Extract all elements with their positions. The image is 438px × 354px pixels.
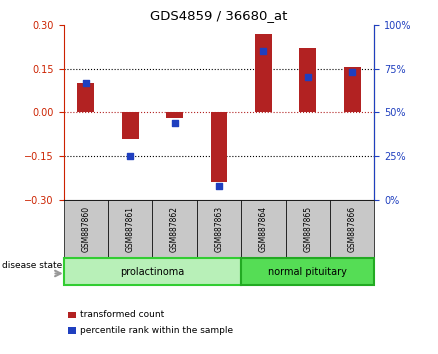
Bar — [344, 67, 361, 113]
Text: GSM887866: GSM887866 — [348, 206, 357, 252]
Text: disease state: disease state — [2, 261, 63, 270]
Text: GSM887861: GSM887861 — [126, 206, 134, 252]
Text: GSM887865: GSM887865 — [304, 206, 312, 252]
Bar — [77, 83, 94, 113]
Point — [127, 153, 134, 159]
Point — [304, 75, 311, 80]
Text: normal pituitary: normal pituitary — [268, 267, 347, 277]
Text: GSM887863: GSM887863 — [215, 206, 223, 252]
Text: percentile rank within the sample: percentile rank within the sample — [80, 326, 233, 335]
Point — [171, 120, 178, 126]
Text: prolactinoma: prolactinoma — [120, 267, 184, 277]
Text: GSM887860: GSM887860 — [81, 206, 90, 252]
Text: GSM887864: GSM887864 — [259, 206, 268, 252]
Text: transformed count: transformed count — [80, 310, 164, 319]
Text: GDS4859 / 36680_at: GDS4859 / 36680_at — [150, 9, 288, 22]
Point — [349, 69, 356, 75]
Bar — [255, 34, 272, 113]
Bar — [300, 48, 316, 113]
Point — [82, 80, 89, 85]
Bar — [122, 113, 138, 139]
Point — [260, 48, 267, 54]
Point — [215, 183, 223, 189]
Bar — [211, 113, 227, 183]
Bar — [166, 113, 183, 118]
Text: GSM887862: GSM887862 — [170, 206, 179, 252]
